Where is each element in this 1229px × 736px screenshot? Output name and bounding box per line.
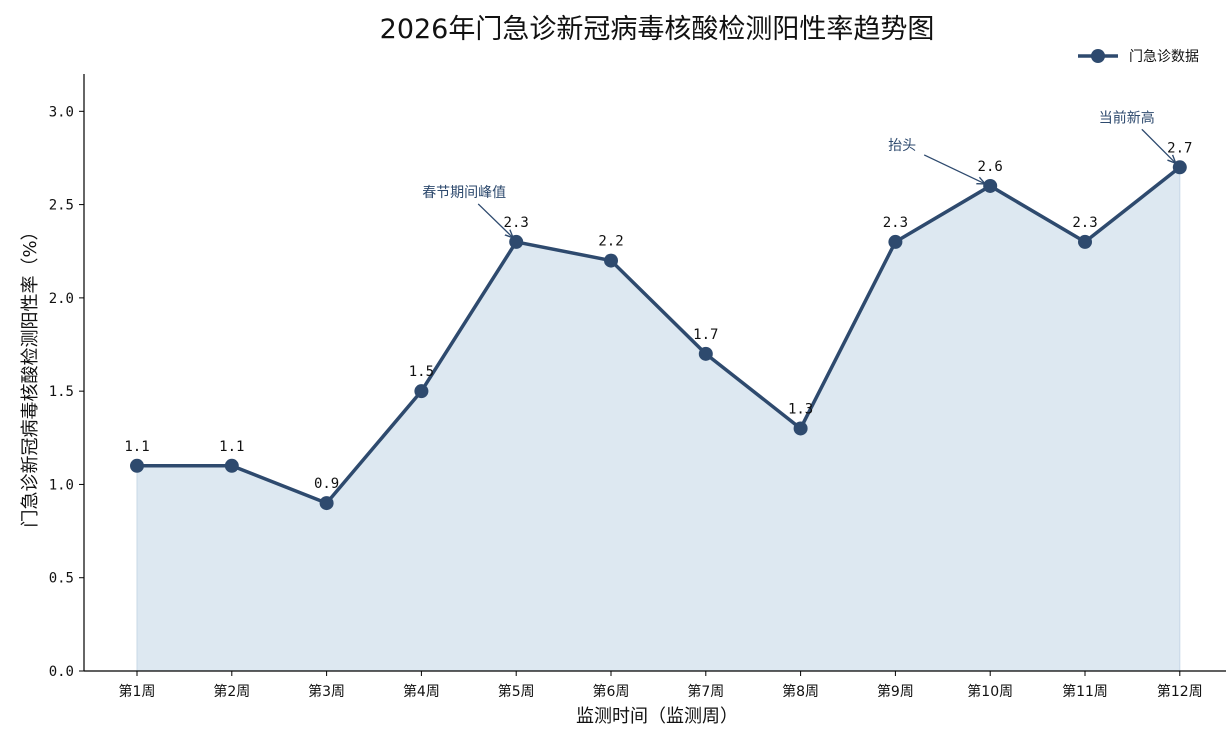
x-tick-label: 第11周 — [1062, 683, 1108, 700]
annotation-label: 当前新高 — [1099, 109, 1155, 126]
x-tick-label: 第12周 — [1157, 683, 1203, 700]
x-tick-label: 第5周 — [498, 683, 535, 700]
data-point — [793, 421, 808, 436]
y-tick-label: 2.5 — [49, 198, 74, 214]
data-point — [130, 458, 144, 473]
data-point — [888, 234, 903, 249]
annotation-label: 抬头 — [888, 138, 916, 154]
data-label: 1.3 — [788, 401, 813, 417]
data-point — [1078, 234, 1092, 249]
y-tick-label: 1.0 — [49, 477, 74, 493]
data-label: 2.3 — [883, 215, 908, 231]
x-tick-label: 第8周 — [782, 683, 819, 700]
annotation-arrow — [1141, 128, 1176, 163]
data-point — [414, 384, 429, 399]
data-label: 2.3 — [504, 215, 529, 231]
y-tick-label: 2.0 — [49, 291, 74, 307]
series-line — [137, 165, 1181, 505]
data-point — [319, 496, 334, 511]
annotation-arrow — [923, 154, 985, 184]
y-tick-label: 0.5 — [49, 571, 74, 587]
x-tick-label: 第3周 — [308, 683, 345, 700]
legend: 门急诊数据 — [1078, 49, 1199, 65]
data-label: 1.1 — [219, 439, 244, 455]
x-tick-label: 第9周 — [877, 683, 914, 700]
annotation-arrow — [477, 203, 513, 238]
series-area — [136, 166, 1181, 672]
data-label: 2.3 — [1072, 215, 1097, 231]
x-tick-label: 第4周 — [403, 683, 440, 700]
x-tick-label: 第10周 — [967, 683, 1013, 700]
y-tick-label: 3.0 — [49, 104, 74, 120]
y-tick-label: 0.0 — [49, 664, 74, 680]
data-label: 1.5 — [409, 364, 434, 380]
data-label: 1.7 — [693, 327, 718, 343]
data-point — [604, 253, 618, 268]
legend-marker — [1091, 49, 1105, 63]
legend-label: 门急诊数据 — [1129, 49, 1199, 65]
x-tick-label: 第6周 — [593, 683, 630, 700]
data-point — [698, 346, 713, 361]
chart-title: 2026年门急诊新冠病毒核酸检测阳性率趋势图 — [380, 14, 935, 45]
y-axis-label: 门急诊新冠病毒核酸检测阳性率（%） — [20, 222, 41, 527]
data-label: 2.2 — [598, 234, 623, 250]
data-label: 1.1 — [124, 439, 149, 455]
data-point — [509, 234, 524, 249]
x-tick-label: 第1周 — [119, 683, 156, 700]
annotation-label: 春节期间峰值 — [422, 185, 506, 201]
data-label: 2.7 — [1167, 140, 1192, 156]
data-point — [983, 178, 998, 193]
x-tick-label: 第7周 — [687, 683, 724, 700]
data-point — [224, 458, 239, 473]
x-axis-label: 监测时间（监测周） — [576, 706, 738, 727]
y-tick-label: 1.5 — [49, 384, 74, 400]
x-tick-label: 第2周 — [213, 683, 250, 700]
data-label: 2.6 — [978, 159, 1003, 175]
data-label: 0.9 — [314, 476, 339, 492]
plot-area: 0.0 0.5 1.0 1.5 2.0 2.5 3.0 第1周 第2周 第3周 第4周 第5周 第6周 第… — [49, 74, 1226, 700]
